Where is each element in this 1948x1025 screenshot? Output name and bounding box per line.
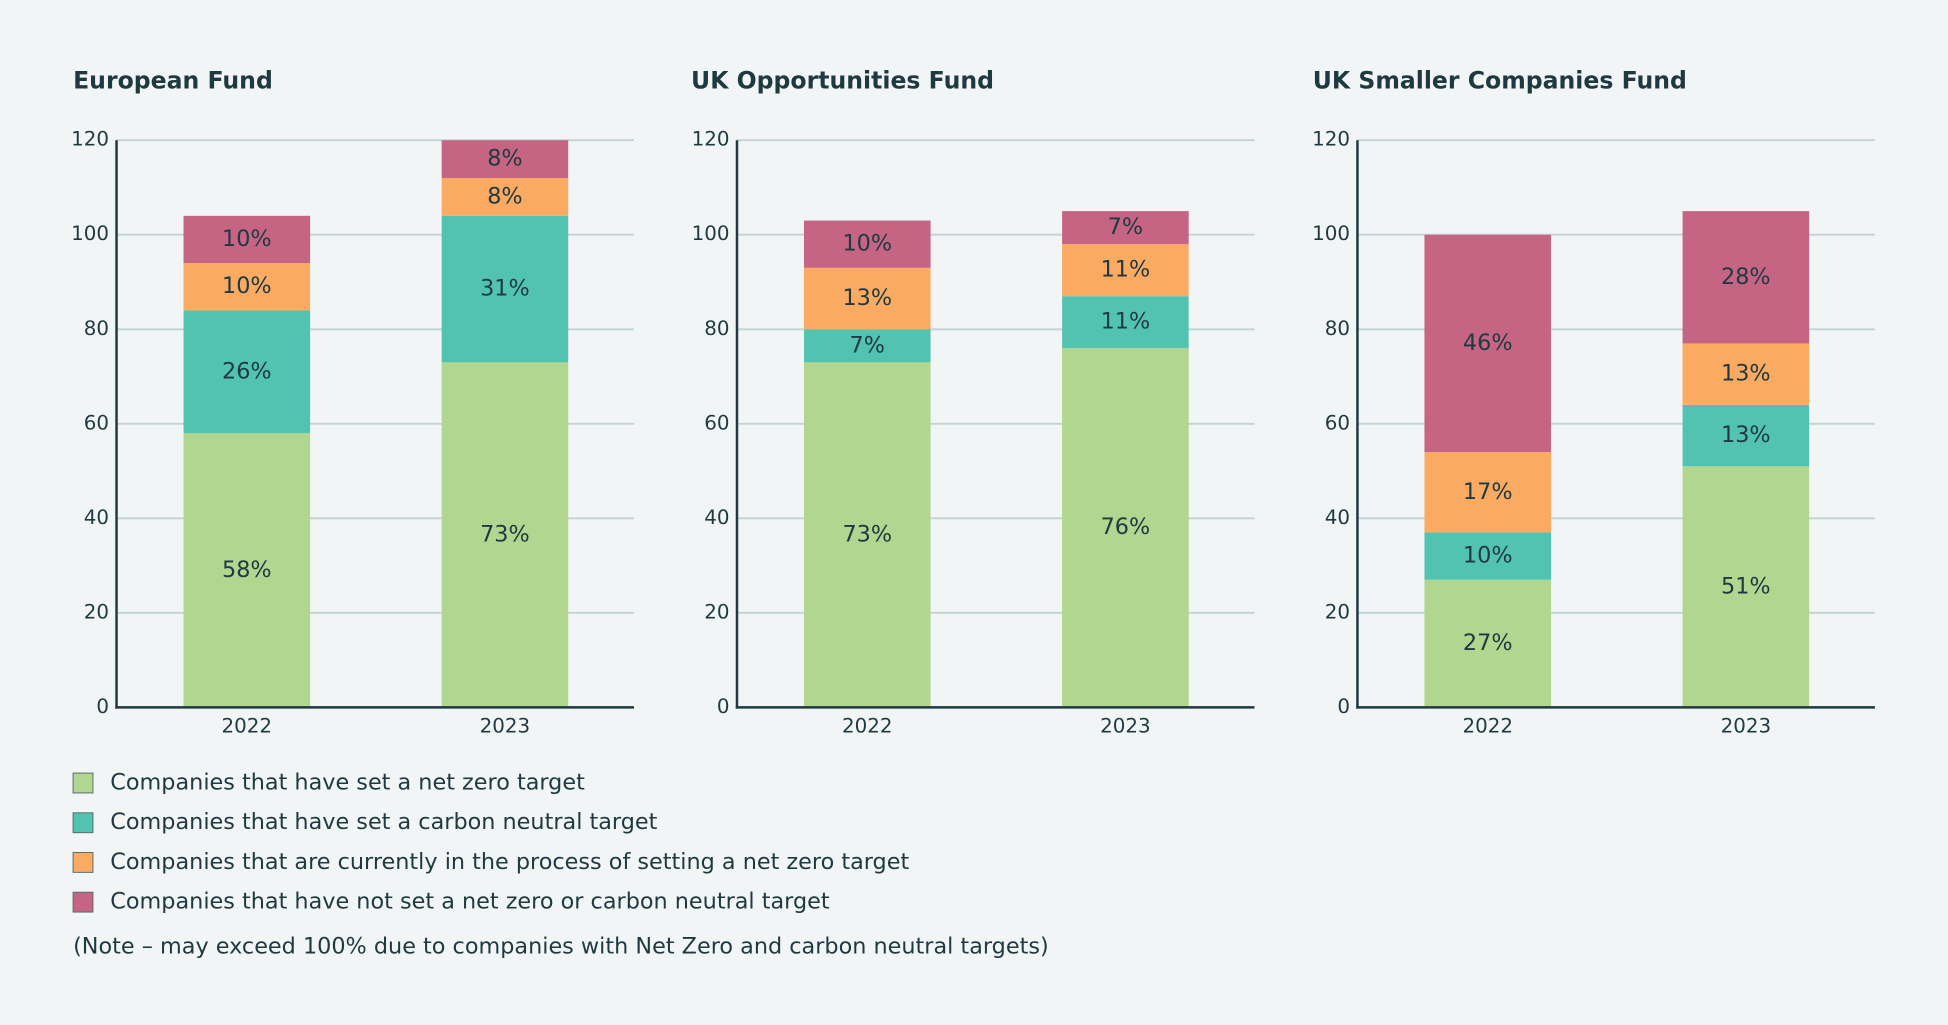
bar-segment <box>1682 211 1810 344</box>
bar-segment <box>1062 211 1189 245</box>
y-tick-label: 60 <box>84 411 109 434</box>
x-tick-label: 2022 <box>222 715 273 738</box>
data-label: 17% <box>1463 479 1513 505</box>
legend-swatch <box>72 772 94 794</box>
data-label: 8% <box>487 183 522 209</box>
bar-segment <box>183 215 311 264</box>
data-label: 10% <box>222 273 272 299</box>
data-label: 10% <box>842 231 892 257</box>
data-label: 11% <box>1101 309 1151 335</box>
legend-label: Companies that have not set a net zero o… <box>110 889 830 915</box>
x-tick-label: 2023 <box>1100 715 1151 738</box>
x-tick-label: 2022 <box>1462 715 1513 738</box>
chart-title: UK Opportunities Fund <box>691 66 994 94</box>
y-tick-label: 100 <box>692 222 730 245</box>
y-tick-label: 80 <box>1325 317 1350 340</box>
chart-title: UK Smaller Companies Fund <box>1313 66 1687 94</box>
chart-title: European Fund <box>73 66 273 94</box>
y-tick-label: 80 <box>704 317 729 340</box>
bar-segment <box>1682 404 1810 467</box>
y-tick-label: 60 <box>704 411 729 434</box>
legend-swatch <box>72 812 94 834</box>
data-label: 7% <box>850 332 885 358</box>
bar-segment <box>1424 234 1552 453</box>
y-tick-label: 80 <box>84 317 109 340</box>
data-label: 28% <box>1721 264 1771 290</box>
y-tick-label: 20 <box>704 600 729 623</box>
bar-segment <box>803 329 931 363</box>
data-label: 73% <box>480 521 530 547</box>
y-tick-label: 40 <box>704 506 729 529</box>
y-tick-label: 60 <box>1325 411 1350 434</box>
bar-segment <box>803 267 931 330</box>
data-label: 10% <box>222 226 272 252</box>
data-label: 13% <box>1721 422 1771 448</box>
y-tick-label: 0 <box>717 695 730 718</box>
x-tick-label: 2023 <box>480 715 531 738</box>
data-label: 58% <box>222 557 272 583</box>
bar-segment <box>1062 348 1189 708</box>
data-label: 76% <box>1101 514 1151 540</box>
data-label: 8% <box>487 146 522 172</box>
bar-segment <box>1424 579 1552 708</box>
bar-segment <box>803 362 931 708</box>
y-tick-label: 40 <box>84 506 109 529</box>
data-label: 26% <box>222 358 272 384</box>
y-tick-label: 100 <box>1312 222 1350 245</box>
data-label: 13% <box>1721 361 1771 387</box>
bar-segment <box>441 178 569 216</box>
y-tick-label: 120 <box>71 128 109 151</box>
y-tick-label: 120 <box>692 128 730 151</box>
bar-segment <box>441 215 569 363</box>
y-tick-label: 120 <box>1312 128 1350 151</box>
y-tick-label: 20 <box>84 600 109 623</box>
data-label: 13% <box>842 285 892 311</box>
data-label: 7% <box>1108 214 1143 240</box>
y-tick-label: 40 <box>1325 506 1350 529</box>
bar-segment <box>441 362 569 708</box>
x-tick-label: 2023 <box>1721 715 1772 738</box>
data-label: 51% <box>1721 573 1771 599</box>
note: (Note – may exceed 100% due to companies… <box>73 933 1049 959</box>
bar-segment <box>1062 296 1189 349</box>
bar-segment <box>1682 343 1810 405</box>
data-label: 73% <box>842 521 892 547</box>
y-tick-label: 0 <box>1337 695 1350 718</box>
legend-label: Companies that have set a carbon neutral… <box>110 809 657 835</box>
legend-label: Companies that have set a net zero targe… <box>110 770 585 796</box>
y-tick-label: 100 <box>71 222 109 245</box>
bar-segment <box>803 220 931 268</box>
bar-segment <box>441 140 569 179</box>
data-label: 31% <box>480 276 530 302</box>
x-tick-label: 2022 <box>842 715 893 738</box>
data-label: 46% <box>1463 330 1513 356</box>
bar-segment <box>183 263 311 311</box>
bar-segment <box>183 433 311 708</box>
legend-swatch <box>72 852 94 873</box>
y-tick-label: 20 <box>1325 600 1350 623</box>
legend-label: Companies that are currently in the proc… <box>110 849 909 875</box>
bar-segment <box>1424 452 1552 533</box>
bar-segment <box>1062 244 1189 297</box>
data-label: 10% <box>1463 543 1513 569</box>
y-tick-label: 0 <box>96 695 109 718</box>
data-label: 27% <box>1463 630 1513 656</box>
bar-segment <box>1424 532 1552 580</box>
bar-segment <box>1682 466 1810 708</box>
data-label: 11% <box>1101 257 1151 283</box>
legend-swatch <box>72 891 94 913</box>
bar-segment <box>183 310 311 434</box>
